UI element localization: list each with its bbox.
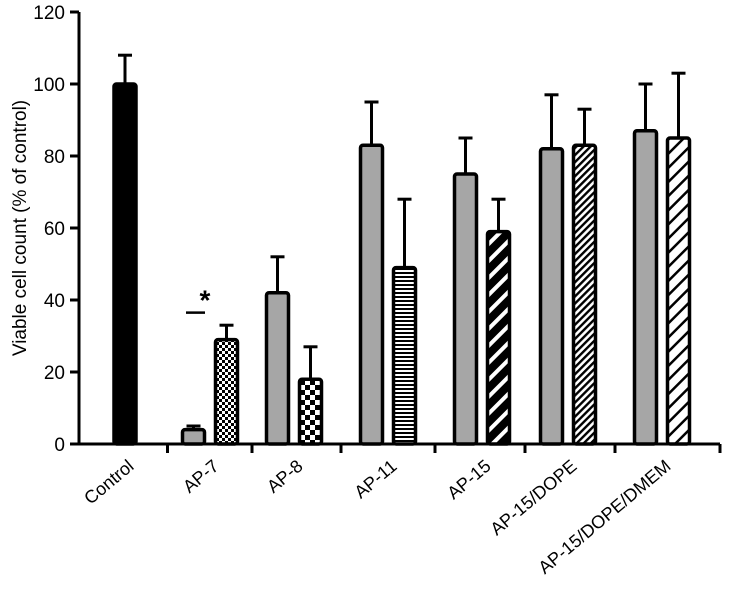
- category-label: AP-7: [179, 456, 223, 497]
- category-label: AP-15: [443, 456, 494, 503]
- bar: [358, 143, 385, 446]
- y-tick-label: 80: [44, 147, 65, 168]
- category-label: AP-8: [263, 456, 307, 497]
- category-label: AP-15/DOPE: [486, 456, 580, 539]
- bar: [112, 82, 138, 446]
- bar: [571, 143, 598, 446]
- bar: [264, 291, 291, 446]
- category-label: Control: [80, 456, 137, 509]
- bar: [665, 136, 692, 446]
- y-tick-label: 20: [44, 363, 65, 384]
- plot-area: 0 20 40 60 80 100 120 Viable cell count (% of c…: [10, 3, 722, 578]
- y-tick-label: 0: [54, 435, 65, 456]
- y-tick-label: 120: [33, 3, 65, 24]
- y-tick-label: 100: [33, 75, 65, 96]
- bar: [180, 427, 207, 446]
- bar: [297, 377, 324, 446]
- bar: [213, 337, 240, 446]
- category-label: AP-11: [350, 456, 400, 503]
- y-tick-label: 60: [44, 219, 65, 240]
- bar: [632, 129, 659, 446]
- y-axis-title: Viable cell count (% of control): [10, 100, 31, 356]
- bar: [452, 172, 479, 446]
- bar: [391, 265, 418, 446]
- y-tick-label: 40: [44, 291, 65, 312]
- significance-asterisk: *: [200, 285, 211, 316]
- bar: [538, 147, 565, 446]
- bar: [485, 229, 512, 446]
